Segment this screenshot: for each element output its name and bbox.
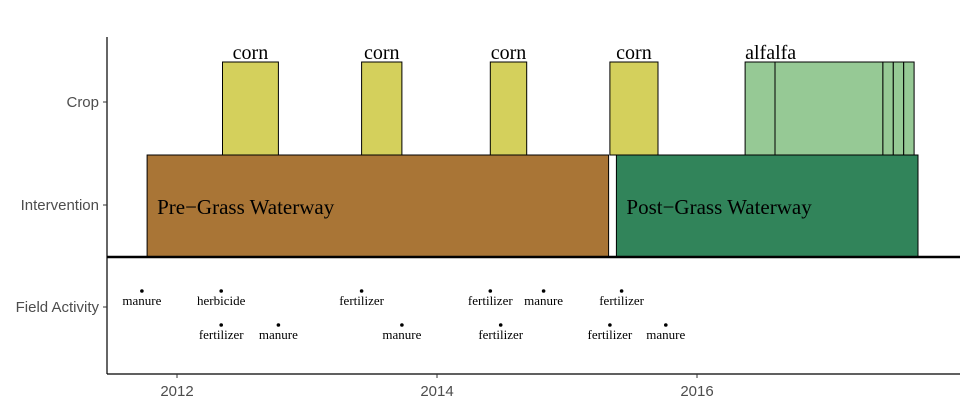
activity-point [488,289,493,293]
x-tick-label: 2014 [420,383,453,400]
activity-point [608,323,612,327]
activity-label: fertilizer [468,293,513,308]
activity-point [276,323,281,327]
activity-point [664,323,668,327]
crop-bar [489,61,528,156]
activity-point [219,323,223,327]
activity-point [619,289,624,293]
activity-point [359,289,364,293]
activity-label: manure [259,327,298,342]
crop-bar [609,61,659,156]
activity-label: manure [524,293,563,308]
crop-label: corn [616,42,652,64]
activity-label: fertilizer [478,327,523,342]
crop-layer: corn corn corn corn alfalfa [222,42,915,156]
intervention-label: Pre−Grass Waterway [157,195,335,219]
crop-bar [774,61,884,156]
y-row-label: Intervention [21,197,99,214]
activity-label: fertilizer [599,293,644,308]
activity-point [140,289,144,293]
activity-point [219,289,223,293]
crop-label: corn [364,42,400,64]
axis-layer: 2012 2014 2016 Crop Intervention Field Activi… [16,37,960,400]
activity-layer: manure herbicide fertilizer manure fertilize… [122,289,686,342]
activity-label: manure [382,327,421,342]
crop-bar [882,61,894,156]
crop-label: alfalfa [745,42,796,64]
activity-label: manure [122,293,161,308]
crop-bar [361,61,403,156]
crop-bar [744,61,776,156]
activity-label: fertilizer [199,327,244,342]
activity-label: manure [646,327,685,342]
intervention-label: Post−Grass Waterway [626,195,812,219]
intervention-bar [615,154,919,258]
crop-bar [903,61,915,156]
y-row-label: Field Activity [16,299,100,316]
activity-label: fertilizer [339,293,384,308]
activity-label: fertilizer [588,327,633,342]
activity-point [541,289,546,293]
crop-label: corn [491,42,527,64]
activity-point [400,323,404,327]
y-row-label: Crop [66,94,99,111]
activity-point [498,323,503,327]
crop-label: corn [233,42,269,64]
x-tick-label: 2016 [680,383,713,400]
intervention-bar [146,154,610,258]
x-tick-label: 2012 [160,383,193,400]
crop-bar [892,61,905,156]
crop-bar [222,61,279,156]
intervention-layer: Pre−Grass Waterway Post−Grass Waterway [146,154,919,258]
activity-label: herbicide [197,293,246,308]
